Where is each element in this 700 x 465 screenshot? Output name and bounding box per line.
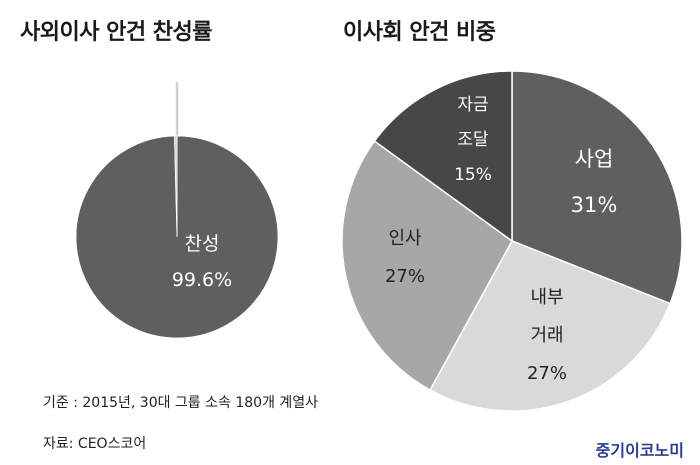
slice-value-label: 15% (454, 165, 492, 185)
pie-slice (373, 70, 513, 243)
chart-title-agenda-share: 이사회 안건 비중 (343, 20, 496, 45)
slice-category-label: 사업 (575, 147, 614, 171)
basis-note: 기준 : 2015년, 30대 그룹 소속 180개 계열사 (43, 395, 319, 411)
source-note: 자료: CEO스코어 (43, 436, 147, 452)
slice-category-label: 자금 (457, 95, 488, 115)
slice-value-label: 27% (527, 363, 567, 384)
pie-approval-rate: 찬성 99.6% (75, 82, 279, 339)
slice-category-label: 내부 (530, 287, 563, 308)
slice-value-label: 27% (385, 266, 425, 287)
brand-logo-text: 중기이코노미 (595, 441, 684, 460)
pie-slice (174, 135, 178, 238)
slice-value-label: 31% (571, 193, 618, 217)
pie-slice (429, 240, 672, 412)
slice-category-label: 거래 (530, 325, 563, 346)
slice-category-label: 찬성 (185, 233, 220, 255)
pie-slice (511, 70, 683, 305)
chart-title-approval-rate: 사외이사 안건 찬성률 (20, 20, 212, 45)
slice-category-label: 인사 (388, 228, 422, 249)
slice-category-label: 조달 (457, 130, 489, 150)
slice-value-label: 99.6% (172, 269, 232, 291)
pie-slice (341, 140, 513, 391)
